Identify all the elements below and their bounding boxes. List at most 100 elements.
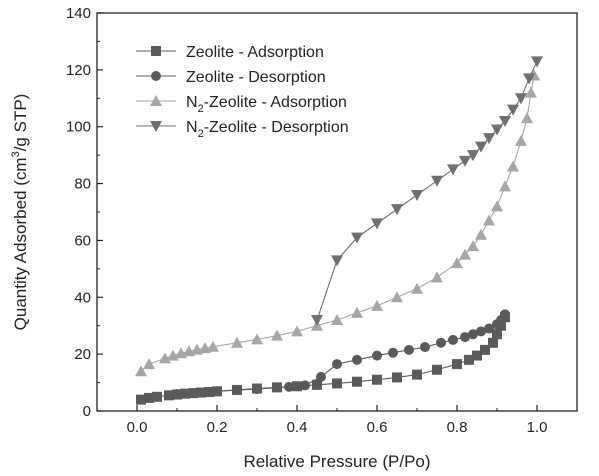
data-point [311,315,323,327]
data-point [284,381,294,392]
y-tick-label: 140 [66,5,91,22]
data-point [300,380,310,391]
x-tick-label: 0.2 [207,419,228,436]
data-point [483,133,495,145]
data-point [332,378,342,389]
legend-marker [150,95,162,106]
x-tick-label: 0.0 [127,419,148,436]
data-point [412,369,422,380]
data-point [492,319,502,330]
data-point [391,204,403,216]
y-tick-label: 40 [74,289,91,306]
data-point [476,326,486,337]
data-point [351,232,363,244]
data-point [352,354,362,365]
data-point [404,344,414,355]
legend-label-subscript: 2 [198,128,204,140]
plot-frame [96,12,578,412]
y-axis-title-main: Quantity Adsorbed (cm [11,157,30,330]
x-axis-title: Relative Pressure (P/Po) [243,452,430,471]
data-point [488,337,498,348]
legend-item: N2-Zeolite - Adsorption [136,94,347,115]
data-point [491,124,503,136]
y-tick-label: 100 [66,119,91,136]
data-point [491,200,503,212]
legend-label: N2-Zeolite - Adsorption [186,94,347,115]
y-axis-title-superscript: 3 [10,151,22,157]
data-point [451,257,463,269]
y-axis-title: Quantity Adsorbed (cm3/g STP) [10,94,30,331]
y-tick-label: 120 [66,62,91,79]
y-axis-title-unit: /g STP) [11,94,30,152]
data-point [483,214,495,226]
series-triangle-up [135,69,541,377]
data-point [464,354,474,365]
data-point [207,340,219,352]
data-point [467,240,479,252]
legend-label: Zeolite - Desorption [186,69,326,86]
data-point [507,104,519,116]
data-point [331,255,343,267]
legend-label-main: N [186,94,198,111]
data-point [475,141,487,153]
data-point [475,228,487,240]
data-point [152,391,162,402]
series-circle [172,309,510,399]
data-point [372,374,382,385]
data-point [480,344,490,355]
data-point [467,150,479,162]
series-triangle-down [311,56,543,327]
data-point [371,299,383,311]
series-square [136,312,510,405]
series-line [140,316,506,401]
legend-label-main: N [186,119,198,136]
data-point [499,116,511,128]
legend-label: N2-Zeolite - Desorption [186,119,349,140]
legend-marker [151,46,161,56]
data-point [515,134,527,146]
data-point [460,332,470,343]
y-tick-label: 80 [74,176,91,193]
x-tick-label: 0.6 [367,419,388,436]
data-series [135,56,543,405]
data-point [447,164,459,176]
x-tick-label: 0.8 [447,419,468,436]
data-point [291,325,303,337]
data-point [411,189,423,201]
data-point [531,56,543,68]
legend-label: Zeolite - Adsorption [186,44,324,61]
data-point [231,336,243,348]
data-point [499,180,511,192]
data-point [521,112,533,124]
data-point [312,379,322,390]
data-point [159,352,171,364]
data-point [371,218,383,230]
x-tick-label: 1.0 [527,419,548,436]
data-point [420,342,430,353]
data-point [136,394,146,405]
legend-marker [151,71,161,81]
data-point [459,155,471,167]
data-point [351,306,363,318]
data-point [332,359,342,370]
data-point [251,333,263,345]
legend-label-rest: -Zeolite - Desorption [204,119,349,136]
data-point [492,329,502,340]
data-point [212,386,222,397]
legend-item: Zeolite - Adsorption [136,44,324,61]
y-axis: 0 20 40 60 80 100 120 140 [66,5,103,420]
legend-item: N2-Zeolite - Desorption [136,119,349,140]
data-point [392,372,402,383]
data-point [144,392,154,403]
x-axis: 0.0 0.2 0.4 0.6 0.8 1.0 [127,405,548,436]
data-point [507,160,519,172]
y-tick-label: 60 [74,232,91,249]
data-point [515,93,527,105]
data-point [452,359,462,370]
data-point [143,358,155,370]
data-point [459,248,471,260]
legend-label-rest: -Zeolite - Adsorption [204,94,347,111]
data-point [172,388,182,399]
legend-item: Zeolite - Desorption [136,69,326,86]
